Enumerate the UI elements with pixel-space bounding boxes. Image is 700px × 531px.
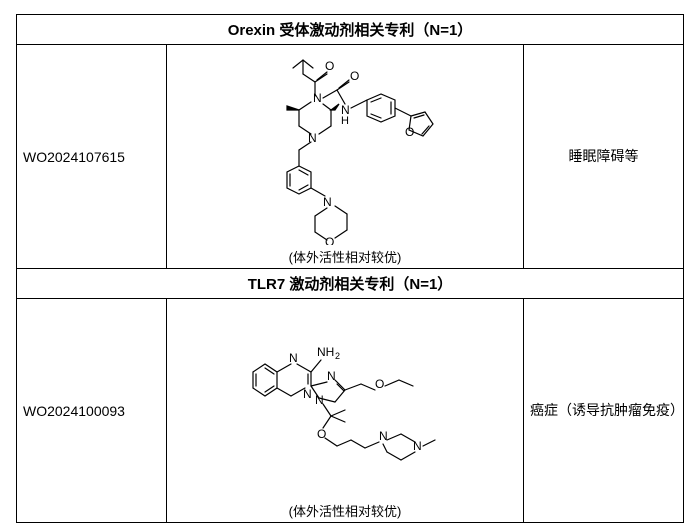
svg-text:O: O bbox=[317, 427, 326, 441]
svg-text:N: N bbox=[323, 195, 332, 209]
structure-wrap: N O O N H bbox=[169, 49, 521, 266]
svg-text:2: 2 bbox=[335, 351, 340, 361]
molecule-svg-1: N O O N H bbox=[195, 50, 495, 245]
structure-wrap: N N NH 2 N bbox=[169, 303, 521, 520]
svg-text:H: H bbox=[341, 115, 349, 127]
svg-text:O: O bbox=[375, 377, 384, 391]
svg-text:N: N bbox=[413, 439, 422, 453]
indication-cell: 睡眠障碍等 bbox=[524, 45, 684, 269]
section-header-tlr7: TLR7 激动剂相关专利（N=1） bbox=[17, 269, 684, 299]
svg-text:O: O bbox=[405, 125, 414, 139]
indication-cell: 癌症（诱导抗肿瘤免疫） bbox=[524, 299, 684, 523]
structure-cell-2: N N NH 2 N bbox=[167, 299, 524, 523]
svg-text:N: N bbox=[289, 351, 298, 365]
svg-text:N: N bbox=[379, 429, 388, 443]
structure-cell-1: N O O N H bbox=[167, 45, 524, 269]
patent-id-cell: WO2024107615 bbox=[17, 45, 167, 269]
svg-text:N: N bbox=[327, 369, 336, 383]
patent-id-cell: WO2024100093 bbox=[17, 299, 167, 523]
svg-text:N: N bbox=[313, 91, 322, 105]
section-header-orexin: Orexin 受体激动剂相关专利（N=1） bbox=[17, 15, 684, 45]
svg-text:O: O bbox=[325, 235, 334, 245]
svg-text:O: O bbox=[325, 59, 334, 73]
svg-text:NH: NH bbox=[317, 345, 334, 359]
svg-text:O: O bbox=[350, 69, 359, 83]
svg-text:N: N bbox=[315, 393, 324, 407]
patent-table: Orexin 受体激动剂相关专利（N=1） WO2024107615 bbox=[16, 14, 684, 523]
structure-caption: (体外活性相对较优) bbox=[289, 247, 402, 266]
svg-text:N: N bbox=[303, 387, 312, 401]
molecule-svg-2: N N NH 2 N bbox=[195, 304, 495, 499]
page-root: Orexin 受体激动剂相关专利（N=1） WO2024107615 bbox=[0, 0, 700, 531]
structure-caption: (体外活性相对较优) bbox=[289, 501, 402, 520]
